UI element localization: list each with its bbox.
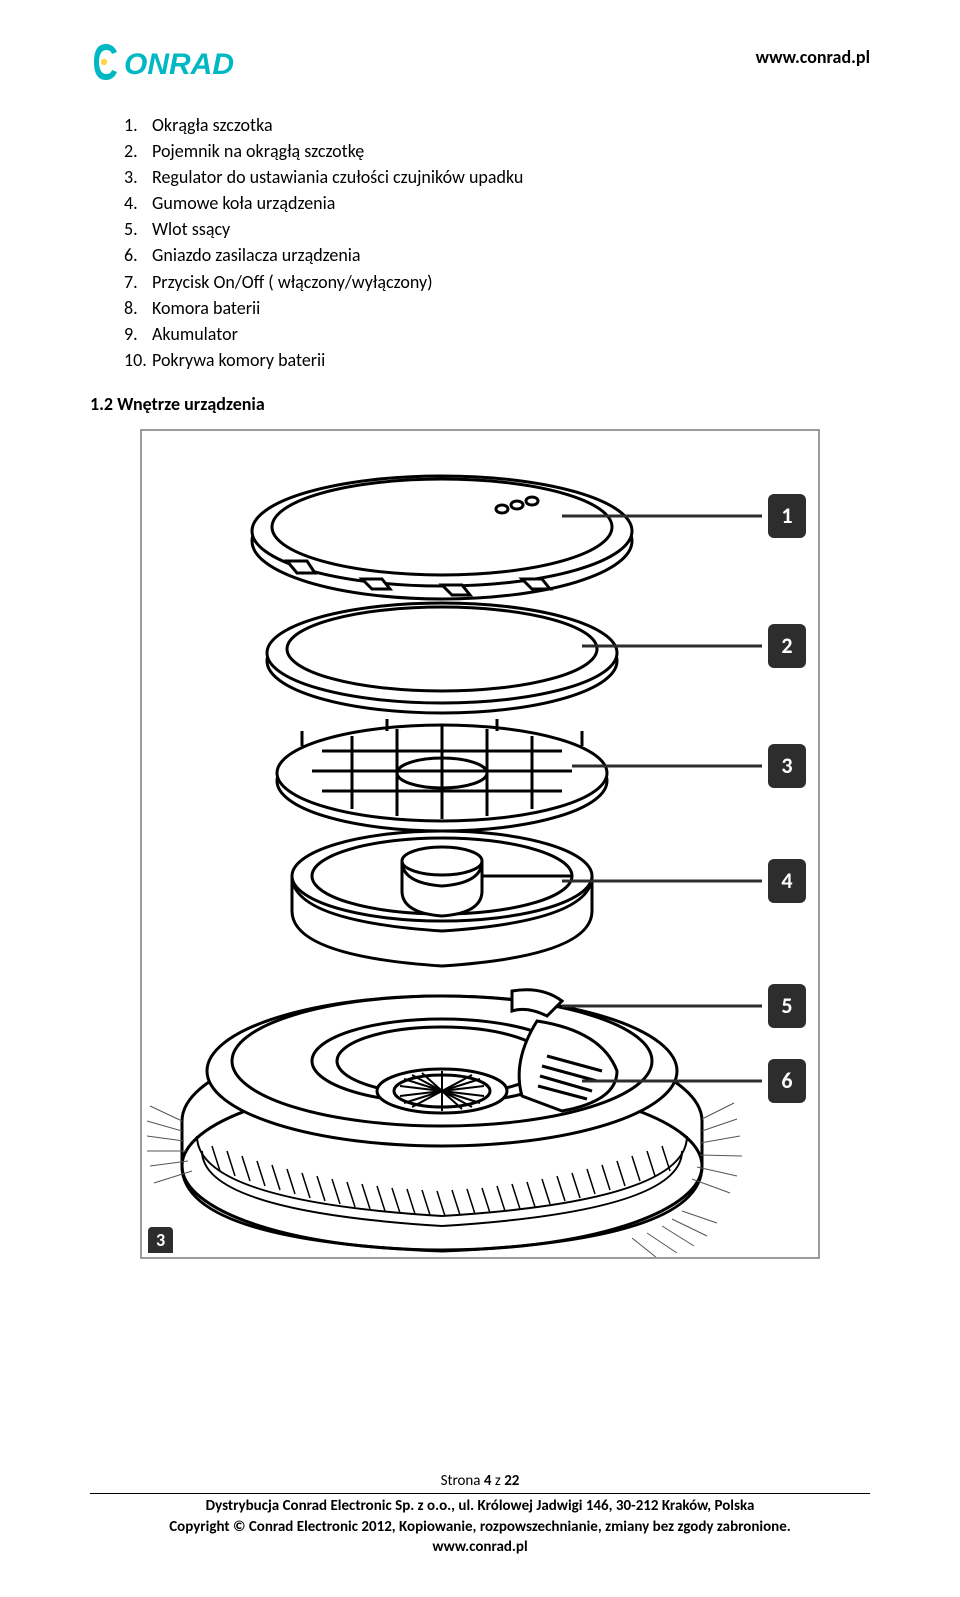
list-item-text: Okrągła szczotka xyxy=(152,112,273,138)
page-footer: Strona 4 z 22 Dystrybucja Conrad Electro… xyxy=(90,1471,870,1557)
page-header: ONRAD www.conrad.pl xyxy=(90,40,870,84)
list-item-text: Przycisk On/Off ( włączony/wyłączony) xyxy=(152,269,433,295)
list-item-text: Gniazdo zasilacza urządzenia xyxy=(152,242,361,268)
callout-1: 1 xyxy=(768,494,806,538)
footer-line-2: Copyright © Conrad Electronic 2012, Kopi… xyxy=(90,1517,870,1537)
list-item-text: Pokrywa komory baterii xyxy=(152,347,325,373)
list-item: 4.Gumowe koła urządzenia xyxy=(124,190,870,216)
list-item: 6.Gniazdo zasilacza urządzenia xyxy=(124,242,870,268)
list-item: 1.Okrągła szczotka xyxy=(124,112,870,138)
callout-label: 1 xyxy=(768,494,806,538)
page-total: 22 xyxy=(504,1472,519,1490)
callout-label: 2 xyxy=(768,624,806,668)
list-item-number: 6. xyxy=(124,242,152,268)
page-label-pre: Strona xyxy=(441,1472,484,1490)
callout-6: 6 xyxy=(768,1059,806,1103)
footer-line-1: Dystrybucja Conrad Electronic Sp. z o.o.… xyxy=(90,1496,870,1516)
list-item-number: 8. xyxy=(124,295,152,321)
exploded-diagram: 1 2 3 4 5 6 3 xyxy=(140,429,820,1259)
callout-5: 5 xyxy=(768,984,806,1028)
footer-line-3: www.conrad.pl xyxy=(90,1537,870,1557)
list-item-text: Akumulator xyxy=(152,321,238,347)
list-item: 10.Pokrywa komory baterii xyxy=(124,347,870,373)
footer-divider xyxy=(90,1493,870,1494)
list-item-text: Pojemnik na okrągłą szczotkę xyxy=(152,138,364,164)
callout-2: 2 xyxy=(768,624,806,668)
list-item-number: 10. xyxy=(124,347,152,373)
callout-label: 3 xyxy=(768,744,806,788)
logo: ONRAD xyxy=(90,40,280,84)
figure-corner-number: 3 xyxy=(148,1227,173,1253)
list-item-number: 5. xyxy=(124,216,152,242)
list-item-number: 3. xyxy=(124,164,152,190)
numbered-list: 1.Okrągła szczotka 2.Pojemnik na okrągłą… xyxy=(124,112,870,373)
device-exploded-view-svg xyxy=(142,431,820,1259)
callout-label: 5 xyxy=(768,984,806,1028)
conrad-logo-icon: ONRAD xyxy=(90,40,280,84)
svg-text:ONRAD: ONRAD xyxy=(124,48,234,81)
list-item-text: Wlot ssący xyxy=(152,216,230,242)
callout-4: 4 xyxy=(768,859,806,903)
page-number: Strona 4 z 22 xyxy=(90,1471,870,1491)
list-item: 7.Przycisk On/Off ( włączony/wyłączony) xyxy=(124,269,870,295)
list-item-number: 2. xyxy=(124,138,152,164)
callout-label: 6 xyxy=(768,1059,806,1103)
list-item: 8.Komora baterii xyxy=(124,295,870,321)
list-item-text: Komora baterii xyxy=(152,295,260,321)
list-item: 9.Akumulator xyxy=(124,321,870,347)
list-item: 2.Pojemnik na okrągłą szczotkę xyxy=(124,138,870,164)
list-item-number: 1. xyxy=(124,112,152,138)
list-item-text: Regulator do ustawiania czułości czujnik… xyxy=(152,164,523,190)
section-title: 1.2 Wnętrze urządzenia xyxy=(90,393,870,415)
list-item-number: 9. xyxy=(124,321,152,347)
header-url: www.conrad.pl xyxy=(756,46,870,68)
list-item: 5.Wlot ssący xyxy=(124,216,870,242)
list-item-number: 4. xyxy=(124,190,152,216)
callout-3: 3 xyxy=(768,744,806,788)
list-item-number: 7. xyxy=(124,269,152,295)
list-item-text: Gumowe koła urządzenia xyxy=(152,190,335,216)
list-item: 3.Regulator do ustawiania czułości czujn… xyxy=(124,164,870,190)
callout-label: 4 xyxy=(768,859,806,903)
page-label-mid: z xyxy=(491,1472,504,1490)
